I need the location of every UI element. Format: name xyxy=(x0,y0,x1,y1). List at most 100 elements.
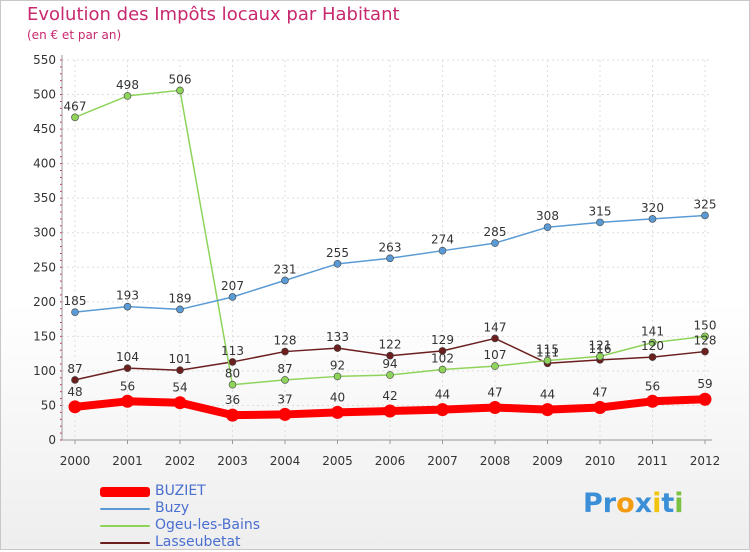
x-tick-label: 2003 xyxy=(217,454,248,468)
logo-letter: i xyxy=(674,488,684,519)
data-label: 231 xyxy=(274,262,297,276)
data-point xyxy=(278,407,292,421)
legend-label: Buzy xyxy=(155,500,190,516)
data-label: 133 xyxy=(326,330,349,344)
data-point xyxy=(648,338,657,347)
data-point xyxy=(281,276,289,285)
data-point xyxy=(333,372,342,381)
data-label: 129 xyxy=(431,333,454,347)
data-label: 274 xyxy=(431,233,454,247)
data-point xyxy=(71,113,79,122)
data-point xyxy=(491,239,499,247)
data-label: 104 xyxy=(116,350,139,364)
data-label: 120 xyxy=(641,339,664,353)
data-label: 94 xyxy=(382,357,397,371)
data-label: 506 xyxy=(169,72,192,86)
data-label: 285 xyxy=(484,225,507,239)
y-tick-label: 100 xyxy=(33,364,56,378)
y-tick-label: 300 xyxy=(33,226,56,240)
data-label: 116 xyxy=(589,342,612,356)
data-point xyxy=(176,305,184,314)
data-point xyxy=(123,302,132,311)
data-point xyxy=(543,223,552,231)
data-point xyxy=(383,404,397,418)
x-tick-label: 2002 xyxy=(165,454,196,468)
data-point xyxy=(281,347,289,356)
y-tick-label: 150 xyxy=(33,329,56,343)
data-point xyxy=(543,356,552,365)
data-point xyxy=(71,308,79,316)
data-point xyxy=(648,353,657,361)
data-point xyxy=(436,403,449,417)
data-label: 48 xyxy=(67,385,82,399)
y-tick-label: 250 xyxy=(33,260,56,274)
chart-title: Evolution des Impôts locaux par Habitant xyxy=(27,4,400,25)
data-point xyxy=(596,352,604,361)
data-point xyxy=(228,358,237,366)
data-label: 37 xyxy=(277,392,292,406)
data-point xyxy=(176,86,184,95)
data-label: 207 xyxy=(221,279,244,293)
data-label: 102 xyxy=(431,352,454,366)
data-label: 185 xyxy=(64,294,87,308)
data-point xyxy=(333,260,342,268)
logo-letter: t xyxy=(661,488,675,519)
data-label: 87 xyxy=(277,362,292,376)
legend-label: BUZIET xyxy=(155,483,206,499)
data-label: 47 xyxy=(592,386,607,400)
x-tick-label: 2001 xyxy=(112,454,143,468)
data-label: 308 xyxy=(536,209,559,223)
data-label: 189 xyxy=(169,291,192,305)
data-point xyxy=(68,400,82,414)
y-tick-label: 200 xyxy=(33,295,56,309)
data-point xyxy=(386,371,394,379)
legend-label: Lasseubetat xyxy=(155,534,241,550)
data-label: 59 xyxy=(697,377,712,391)
data-point xyxy=(228,293,237,301)
data-label: 141 xyxy=(641,325,664,339)
data-label: 47 xyxy=(487,386,502,400)
x-tick-label: 2009 xyxy=(532,454,563,468)
data-label: 111 xyxy=(536,345,559,359)
chart-subtitle: (en € et par an) xyxy=(27,28,122,42)
y-tick-label: 550 xyxy=(33,53,56,67)
data-point xyxy=(176,366,184,375)
data-point xyxy=(386,351,394,360)
data-point xyxy=(596,218,604,227)
data-label: 193 xyxy=(116,289,139,303)
x-tick-label: 2007 xyxy=(427,454,458,468)
data-label: 263 xyxy=(379,240,402,254)
data-label: 113 xyxy=(221,344,244,358)
logo-letter: P xyxy=(583,488,603,519)
x-tick-label: 2006 xyxy=(375,454,406,468)
data-label: 150 xyxy=(694,318,717,332)
y-tick-label: 0 xyxy=(48,433,56,447)
legend-swatch xyxy=(100,542,150,544)
data-point xyxy=(331,405,344,419)
y-tick-label: 500 xyxy=(33,88,56,102)
data-point xyxy=(226,408,239,422)
data-label: 325 xyxy=(694,197,717,211)
data-label: 87 xyxy=(67,362,82,376)
data-label: 255 xyxy=(326,246,349,260)
data-point xyxy=(123,92,132,100)
x-tick-label: 2011 xyxy=(637,454,668,468)
data-label: 44 xyxy=(540,388,555,402)
data-label: 36 xyxy=(225,393,240,407)
logo-letter: x xyxy=(634,488,653,519)
data-point xyxy=(438,347,447,355)
data-point xyxy=(123,364,132,372)
legend-swatch xyxy=(100,525,150,527)
proxiti-logo: Proxiti xyxy=(583,488,684,519)
data-label: 147 xyxy=(484,320,507,334)
data-label: 115 xyxy=(536,343,559,357)
data-point xyxy=(488,401,502,415)
legend-swatch xyxy=(100,487,150,497)
legend-label: Ogeu-les-Bains xyxy=(155,517,261,533)
x-tick-label: 2005 xyxy=(322,454,353,468)
data-label: 80 xyxy=(225,367,240,381)
data-point xyxy=(281,376,289,384)
data-point xyxy=(491,334,499,343)
